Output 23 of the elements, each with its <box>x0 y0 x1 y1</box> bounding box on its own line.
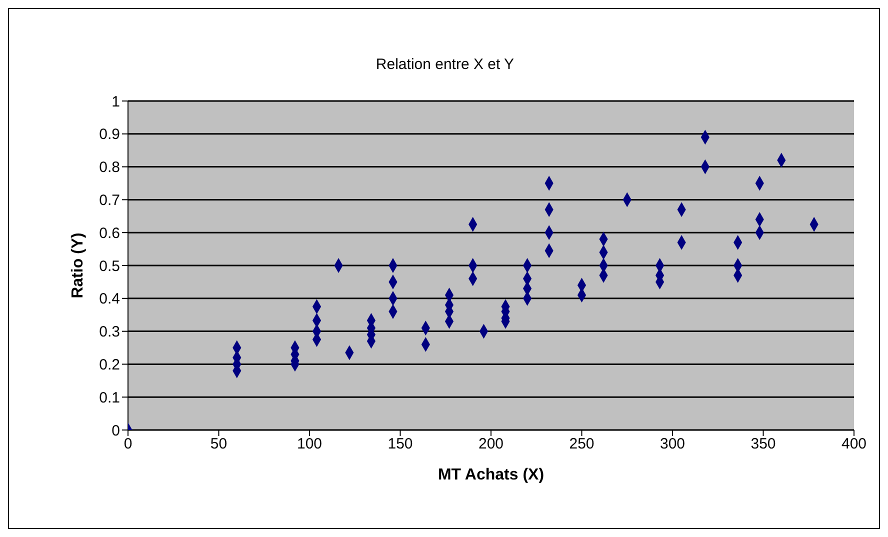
y-tick-label: 0.8 <box>99 159 120 176</box>
x-tick-label: 100 <box>296 436 322 453</box>
y-tick-label: 0.6 <box>99 224 120 242</box>
y-tick-label: 0.1 <box>99 389 120 406</box>
y-tick-label: 0.2 <box>99 356 120 374</box>
x-tick-label: 0 <box>124 436 132 453</box>
x-tick-label: 50 <box>210 436 228 453</box>
y-tick-label: 0.3 <box>99 324 120 341</box>
chart-title: Relation entre X et Y <box>374 56 516 73</box>
y-axis-title: Ratio (Y) <box>70 232 87 298</box>
x-axis-title: MT Achats (X) <box>438 466 544 484</box>
x-tick-label: 200 <box>478 436 504 453</box>
y-tick-label: 1 <box>112 93 120 110</box>
x-tick-label: 150 <box>388 436 413 453</box>
y-tick-label: 0.5 <box>99 258 120 275</box>
y-tick-label: 0.7 <box>99 192 120 210</box>
x-tick-label: 350 <box>750 436 776 453</box>
y-tick-label: 0.4 <box>99 290 120 308</box>
x-tick-label: 400 <box>841 436 867 453</box>
x-tick-label: 250 <box>569 436 594 453</box>
y-tick-label: 0.9 <box>99 126 120 144</box>
y-tick-label: 0 <box>112 422 120 440</box>
x-tick-label: 300 <box>660 436 686 453</box>
